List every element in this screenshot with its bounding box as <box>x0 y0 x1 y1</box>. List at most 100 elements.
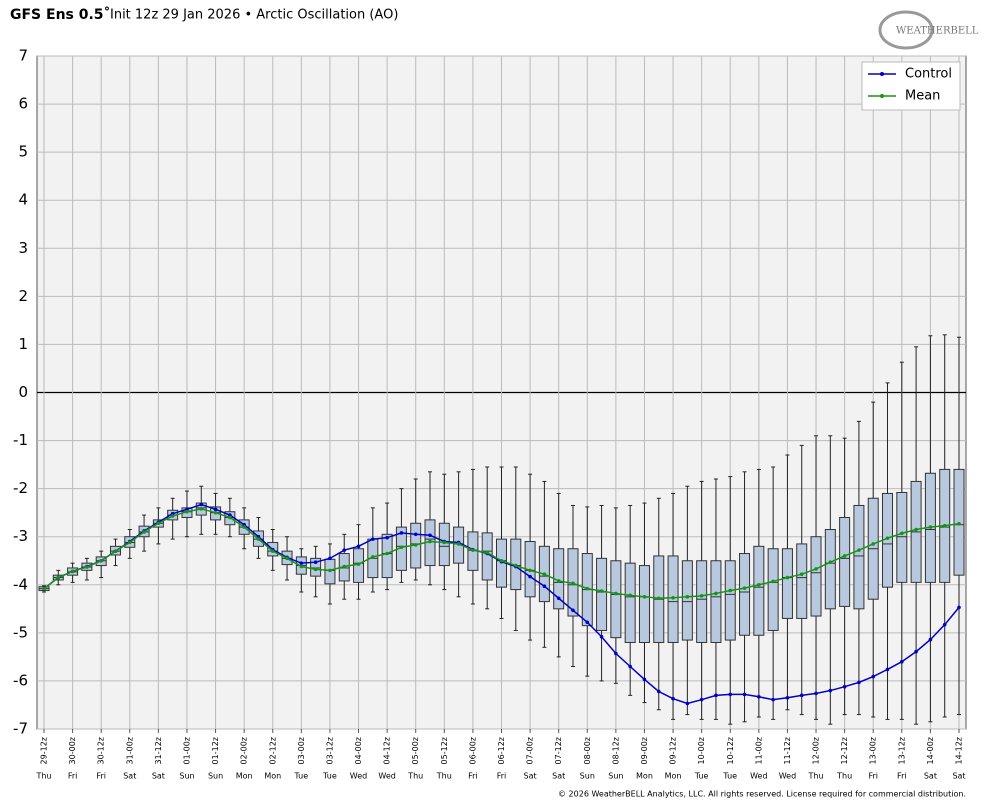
series-point <box>771 579 775 584</box>
series-point <box>528 568 532 573</box>
series-point <box>299 561 304 565</box>
chart-title: GFS Ens 0.5˚ <box>10 6 111 23</box>
box <box>438 522 450 567</box>
box <box>638 565 650 643</box>
series-point <box>656 689 661 694</box>
x-tick-label: 02-12z <box>268 737 277 764</box>
series-point <box>185 509 189 514</box>
box <box>839 516 851 607</box>
day-label: Fri <box>68 772 78 781</box>
x-tick-label: 13-12z <box>897 737 906 764</box>
y-tick-label: 4 <box>18 191 28 209</box>
series-point <box>499 558 504 563</box>
x-tick-label: 03-12z <box>325 737 334 764</box>
series-point <box>628 593 632 598</box>
series-point <box>656 596 661 601</box>
series-point <box>742 692 747 697</box>
series-point <box>742 586 747 590</box>
day-label: Thu <box>836 772 852 781</box>
day-label: Tue <box>694 772 709 781</box>
series-point <box>614 591 618 596</box>
day-label: Thu <box>35 772 51 781</box>
series-point <box>928 637 933 642</box>
series-point <box>828 688 833 693</box>
x-tick-label: 29-12z <box>40 737 49 764</box>
legend-label: Control <box>905 67 952 82</box>
series-point <box>228 515 232 520</box>
series-point <box>857 680 861 685</box>
series-point <box>857 548 861 552</box>
box <box>624 562 636 643</box>
series-point <box>900 659 904 664</box>
series-point <box>542 572 547 577</box>
x-tick-label: 03-00z <box>297 737 306 764</box>
series-point <box>828 560 833 564</box>
series-point <box>413 543 418 547</box>
day-label: Sat <box>123 772 136 781</box>
series-point <box>714 693 718 698</box>
box <box>596 557 608 631</box>
day-label: Sat <box>924 772 937 781</box>
series-point <box>642 677 647 682</box>
x-tick-label: 12-00z <box>812 737 821 764</box>
series-point <box>900 531 904 536</box>
series-point <box>213 507 218 512</box>
box <box>481 532 493 581</box>
series-point <box>70 569 75 574</box>
day-label: Fri <box>468 772 478 781</box>
series-point <box>571 608 575 613</box>
series-point <box>685 595 690 599</box>
legend-swatch-dot <box>880 72 884 76</box>
day-label: Fri <box>868 772 878 781</box>
series-point <box>313 560 318 564</box>
series-point <box>799 693 804 698</box>
box <box>310 557 322 577</box>
x-tick-label: 02-00z <box>240 737 249 764</box>
box <box>696 560 708 643</box>
series-point <box>356 562 361 566</box>
series-point <box>342 548 347 552</box>
y-tick-label: -6 <box>13 671 28 689</box>
series-point <box>842 684 847 689</box>
series-point <box>957 521 961 526</box>
series-point <box>885 667 890 672</box>
series-point <box>256 537 261 541</box>
series-point <box>542 584 547 589</box>
x-tick-label: 01-00z <box>182 737 191 764</box>
x-tick-label: 08-12z <box>611 737 620 764</box>
day-label: Mon <box>665 772 682 781</box>
series-point <box>285 556 289 561</box>
series-point <box>728 588 733 593</box>
series-point <box>814 567 818 571</box>
x-tick-label: 07-12z <box>554 737 563 764</box>
box <box>810 536 822 617</box>
legend-swatch-dot <box>880 94 884 98</box>
day-label: Sun <box>208 772 223 781</box>
series-point <box>685 701 690 706</box>
series-point <box>270 549 275 553</box>
series-point <box>313 567 318 572</box>
box <box>681 560 693 641</box>
y-tick-label: 0 <box>18 383 28 401</box>
x-tick-label: 05-12z <box>440 737 449 764</box>
series-point <box>385 551 389 556</box>
series-point <box>571 581 575 586</box>
day-label: Sat <box>152 772 165 781</box>
series-point <box>699 697 704 702</box>
box <box>853 504 865 610</box>
series-point <box>428 533 432 538</box>
y-tick-label: 2 <box>18 287 28 305</box>
series-point <box>42 586 46 591</box>
series-point <box>213 510 218 515</box>
day-label: Wed <box>779 772 796 781</box>
box <box>824 529 836 610</box>
day-label: Wed <box>750 772 767 781</box>
day-label: Thu <box>808 772 824 781</box>
series-point <box>942 622 947 627</box>
series-point <box>342 564 347 569</box>
series-point <box>528 574 532 579</box>
series-point <box>85 565 89 569</box>
series-point <box>328 568 332 573</box>
